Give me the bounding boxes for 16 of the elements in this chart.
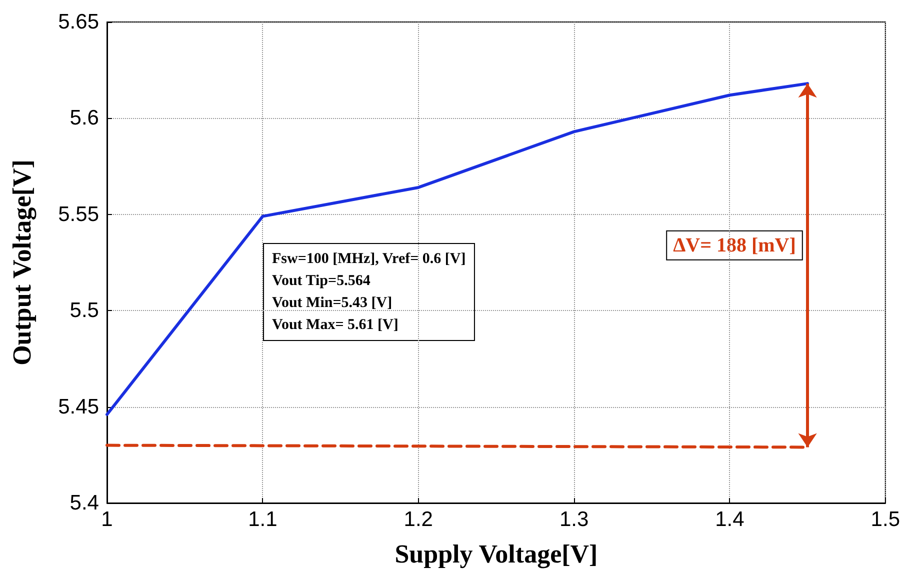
x-tick-label: 1 xyxy=(101,508,113,531)
y-tick-label: 5.4 xyxy=(70,492,100,514)
y-tick-label: 5.5 xyxy=(70,299,99,322)
x-axis-title: Supply Voltage[V] xyxy=(394,540,598,568)
annotation: Fsw=100 [MHz], Vref= 0.6 [V] Vout Tip=5.564 Vout Min=5.43 [V] Vout Max= 5.61 [V] xyxy=(272,251,466,333)
y-axis-title: Output Voltage[V] xyxy=(8,160,36,366)
annotation: ΔV= 188 [mV] xyxy=(673,234,796,256)
y-tick-label: 5.6 xyxy=(70,106,99,130)
x-tick-label: 1.4 xyxy=(715,508,745,531)
x-tick-label: 1.5 xyxy=(870,508,900,531)
x-tick-label: 1.2 xyxy=(404,508,433,531)
y-tick-label: 5.65 xyxy=(58,10,99,34)
y-tick-label: 5.55 xyxy=(58,202,99,226)
x-tick-label: 1.3 xyxy=(559,508,589,531)
x-tick-label: 1.1 xyxy=(248,508,278,531)
y-tick-label: 5.45 xyxy=(58,395,99,418)
